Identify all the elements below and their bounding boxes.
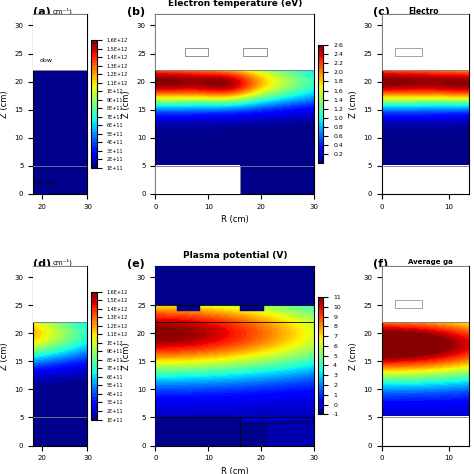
Bar [0, 418, 24, 446]
Text: (c): (c) [373, 7, 390, 17]
Bar [240, 300, 264, 311]
Bar [184, 48, 209, 56]
Text: cm⁻¹): cm⁻¹) [52, 7, 72, 15]
Bar [395, 300, 422, 308]
Bar [155, 266, 314, 305]
Text: cm⁻¹): cm⁻¹) [52, 259, 72, 266]
Bar [177, 300, 201, 311]
Bar [155, 305, 314, 322]
Bar [240, 423, 266, 446]
X-axis label: R (cm): R (cm) [221, 215, 249, 224]
Y-axis label: Z (cm): Z (cm) [0, 342, 9, 370]
Y-axis label: Z (cm): Z (cm) [349, 90, 358, 118]
Bar [0, 266, 87, 322]
Text: dow: dow [40, 58, 53, 63]
Text: Electro: Electro [408, 7, 438, 16]
X-axis label: R (cm): R (cm) [221, 467, 249, 474]
Text: (e): (e) [127, 259, 145, 269]
Bar [0, 14, 87, 70]
Text: Average ga: Average ga [408, 259, 453, 264]
Bar [0, 166, 24, 194]
Text: (b): (b) [127, 7, 145, 17]
Text: (d): (d) [33, 259, 51, 269]
Title: Electron temperature (eV): Electron temperature (eV) [168, 0, 302, 8]
Text: (a): (a) [33, 7, 51, 17]
Text: (f): (f) [373, 259, 389, 269]
Title: Plasma potential (V): Plasma potential (V) [182, 250, 287, 259]
Bar [395, 48, 422, 56]
Y-axis label: Z (cm): Z (cm) [122, 342, 131, 370]
Bar [155, 418, 240, 446]
Y-axis label: Z (cm): Z (cm) [0, 90, 9, 118]
Y-axis label: Z (cm): Z (cm) [349, 342, 358, 370]
Bar [382, 266, 474, 322]
Text: mp out: mp out [36, 180, 55, 185]
Y-axis label: Z (cm): Z (cm) [122, 90, 131, 118]
Bar [382, 14, 474, 70]
Bar [155, 166, 240, 194]
Bar [155, 14, 314, 70]
Bar [243, 48, 266, 56]
